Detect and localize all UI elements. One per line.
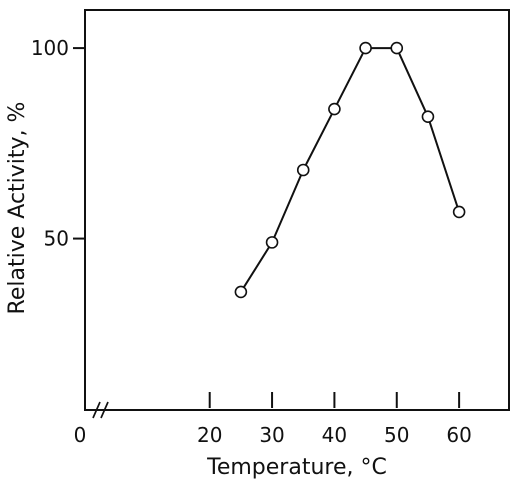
y-tick-label: 50 xyxy=(44,227,69,251)
series-segment xyxy=(271,169,305,244)
data-point xyxy=(359,41,372,55)
data-point xyxy=(265,236,279,249)
data-point xyxy=(390,41,404,55)
series-segment xyxy=(426,115,461,213)
data-point xyxy=(421,110,435,123)
x-tick-label: 20 xyxy=(197,423,222,447)
x-tick-label: 40 xyxy=(322,423,347,447)
series-lines xyxy=(239,47,461,293)
x-axis-ticks: 20 30 40 50 60 xyxy=(197,392,472,447)
data-point xyxy=(234,285,248,299)
x-tick-label: 50 xyxy=(384,423,409,447)
series-segment xyxy=(302,108,336,171)
data-point xyxy=(328,102,341,116)
series-segment xyxy=(333,47,367,111)
y-axis-ticks: 50 100 xyxy=(31,36,85,251)
y-axis-label: Relative Activity, % xyxy=(5,102,30,315)
x-axis-break-slash-left xyxy=(92,401,101,419)
series-segment xyxy=(395,47,429,118)
series-points xyxy=(234,41,466,299)
x-axis-break-mark xyxy=(92,401,109,419)
x-tick-label: 30 xyxy=(259,423,284,447)
plot-frame xyxy=(84,9,510,411)
x-tick-label: 60 xyxy=(446,423,471,447)
x-axis-label: Temperature, °C xyxy=(206,455,387,480)
data-point xyxy=(296,163,310,177)
data-point xyxy=(452,205,466,219)
x-axis-break-slash-right xyxy=(100,401,109,419)
y-tick-label: 100 xyxy=(31,36,69,60)
x-origin-label: 0 xyxy=(74,423,87,447)
series-segment xyxy=(239,241,274,293)
